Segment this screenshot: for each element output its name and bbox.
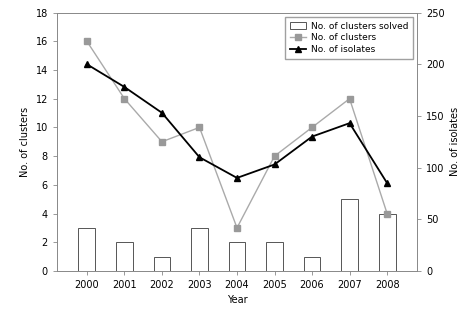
- Bar: [266, 242, 283, 271]
- Bar: [228, 242, 246, 271]
- Legend: No. of clusters solved, No. of clusters, No. of isolates: No. of clusters solved, No. of clusters,…: [285, 17, 412, 59]
- Bar: [116, 242, 133, 271]
- Bar: [79, 228, 95, 271]
- Bar: [304, 256, 320, 271]
- Y-axis label: No. of isolates: No. of isolates: [450, 107, 460, 176]
- Y-axis label: No. of clusters: No. of clusters: [20, 107, 30, 177]
- Bar: [379, 214, 395, 271]
- Bar: [191, 228, 208, 271]
- Bar: [341, 199, 358, 271]
- X-axis label: Year: Year: [227, 295, 247, 306]
- Bar: [154, 256, 170, 271]
